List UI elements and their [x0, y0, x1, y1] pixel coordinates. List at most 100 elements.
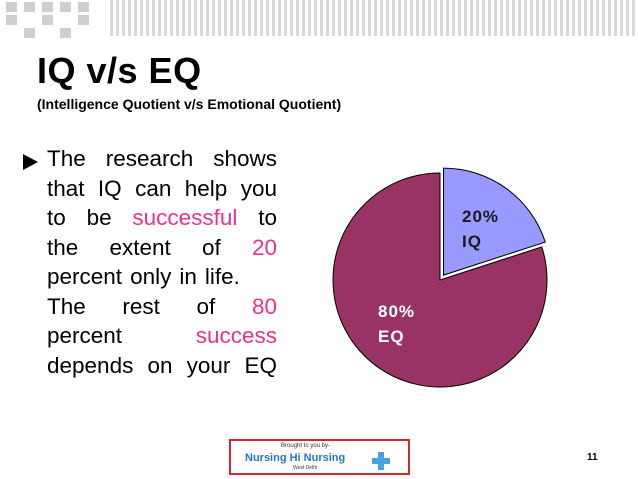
header-stripe	[248, 0, 251, 36]
body-word: The	[47, 293, 86, 319]
body-word: of	[196, 293, 216, 319]
header-stripe	[278, 0, 281, 36]
header-stripe	[152, 0, 155, 36]
body-word: of	[201, 234, 221, 260]
slice-label-eq-name: EQ	[378, 327, 405, 346]
body-word: to	[47, 205, 66, 230]
medical-cross-icon	[372, 452, 390, 470]
body-word: help	[184, 175, 228, 201]
header-stripe	[398, 0, 401, 36]
body-word: only	[130, 264, 172, 289]
pie-slice-eq	[332, 172, 548, 388]
header-stripe	[122, 0, 125, 36]
body-word: to	[258, 205, 277, 230]
header-stripe	[296, 0, 299, 36]
corner-decoration	[6, 2, 89, 38]
header-stripe	[338, 0, 341, 36]
header-stripe	[326, 0, 329, 36]
logo-main-text: Nursing Hi Nursing	[245, 452, 346, 464]
slice-label-iq-name: IQ	[462, 232, 482, 251]
decor-square	[6, 15, 17, 25]
header-stripe	[620, 0, 623, 36]
body-word: percent	[47, 264, 123, 289]
body-word: EQ	[244, 352, 277, 378]
slide-subtitle: (Intelligence Quotient v/s Emotional Quo…	[37, 96, 342, 112]
decor-square	[24, 2, 35, 12]
header-stripe	[386, 0, 389, 36]
body-word: you	[240, 175, 277, 201]
header-stripe	[518, 0, 521, 36]
body-line: percent success	[47, 321, 277, 351]
header-stripe	[170, 0, 173, 36]
header-stripe	[188, 0, 191, 36]
body-word: IQ	[97, 175, 122, 201]
decor-square	[60, 28, 71, 38]
pie-slice-iq	[443, 167, 546, 276]
body-word: shows	[213, 146, 277, 171]
body-word: life.	[204, 264, 240, 289]
header-stripe	[560, 0, 563, 36]
body-word: success	[195, 323, 277, 348]
header-stripe	[578, 0, 581, 36]
header-stripe	[146, 0, 149, 36]
slice-label-iq-percent: 20%	[462, 207, 500, 226]
header-stripe	[500, 0, 503, 36]
decor-square	[42, 2, 53, 12]
header-stripe	[128, 0, 131, 36]
header-stripe	[158, 0, 161, 36]
header-stripe	[482, 0, 485, 36]
header-stripe	[530, 0, 533, 36]
header-stripe	[632, 0, 635, 36]
header-stripe	[308, 0, 311, 36]
header-stripe	[266, 0, 269, 36]
decor-square	[6, 2, 17, 12]
decor-square	[42, 15, 53, 25]
header-stripe	[602, 0, 605, 36]
logo-sub-text: West Delhi	[293, 465, 318, 471]
header-stripe	[320, 0, 323, 36]
body-line: that IQ can help you	[47, 174, 277, 204]
body-word: the	[47, 234, 79, 260]
header-stripe	[392, 0, 395, 36]
body-word: The	[47, 146, 86, 171]
body-line: depends on your EQ	[47, 351, 277, 381]
body-line: the extent of 20	[47, 233, 277, 263]
header-stripe	[164, 0, 167, 36]
header-stripe	[614, 0, 617, 36]
body-line: percent only in life.	[47, 262, 277, 292]
header-stripe	[596, 0, 599, 36]
header-stripe	[440, 0, 443, 36]
body-word: on	[147, 352, 173, 378]
header-stripe	[488, 0, 491, 36]
header-stripe	[446, 0, 449, 36]
header-stripe	[284, 0, 287, 36]
header-stripe	[272, 0, 275, 36]
body-word: rest	[122, 293, 160, 319]
slice-label-eq: 80% EQ	[378, 299, 415, 349]
header-stripe	[344, 0, 347, 36]
header-stripe	[332, 0, 335, 36]
header-stripe	[134, 0, 137, 36]
header-stripe	[200, 0, 203, 36]
page-number: 11	[587, 452, 598, 463]
header-stripe	[572, 0, 575, 36]
header-stripe	[506, 0, 509, 36]
header-stripe	[608, 0, 611, 36]
header-stripe	[236, 0, 239, 36]
body-word: that	[47, 175, 85, 201]
header-stripe	[290, 0, 293, 36]
body-word: research	[105, 146, 194, 171]
header-stripe	[194, 0, 197, 36]
header-stripe	[452, 0, 455, 36]
header-stripe	[416, 0, 419, 36]
header-stripe	[554, 0, 557, 36]
body-word: successful	[132, 205, 238, 230]
header-stripe	[254, 0, 257, 36]
nursing-logo: Brought to you by- Nursing Hi Nursing We…	[229, 439, 410, 475]
header-stripe	[494, 0, 497, 36]
header-stripe	[590, 0, 593, 36]
header-stripe	[212, 0, 215, 36]
header-stripe	[140, 0, 143, 36]
header-stripe	[626, 0, 629, 36]
